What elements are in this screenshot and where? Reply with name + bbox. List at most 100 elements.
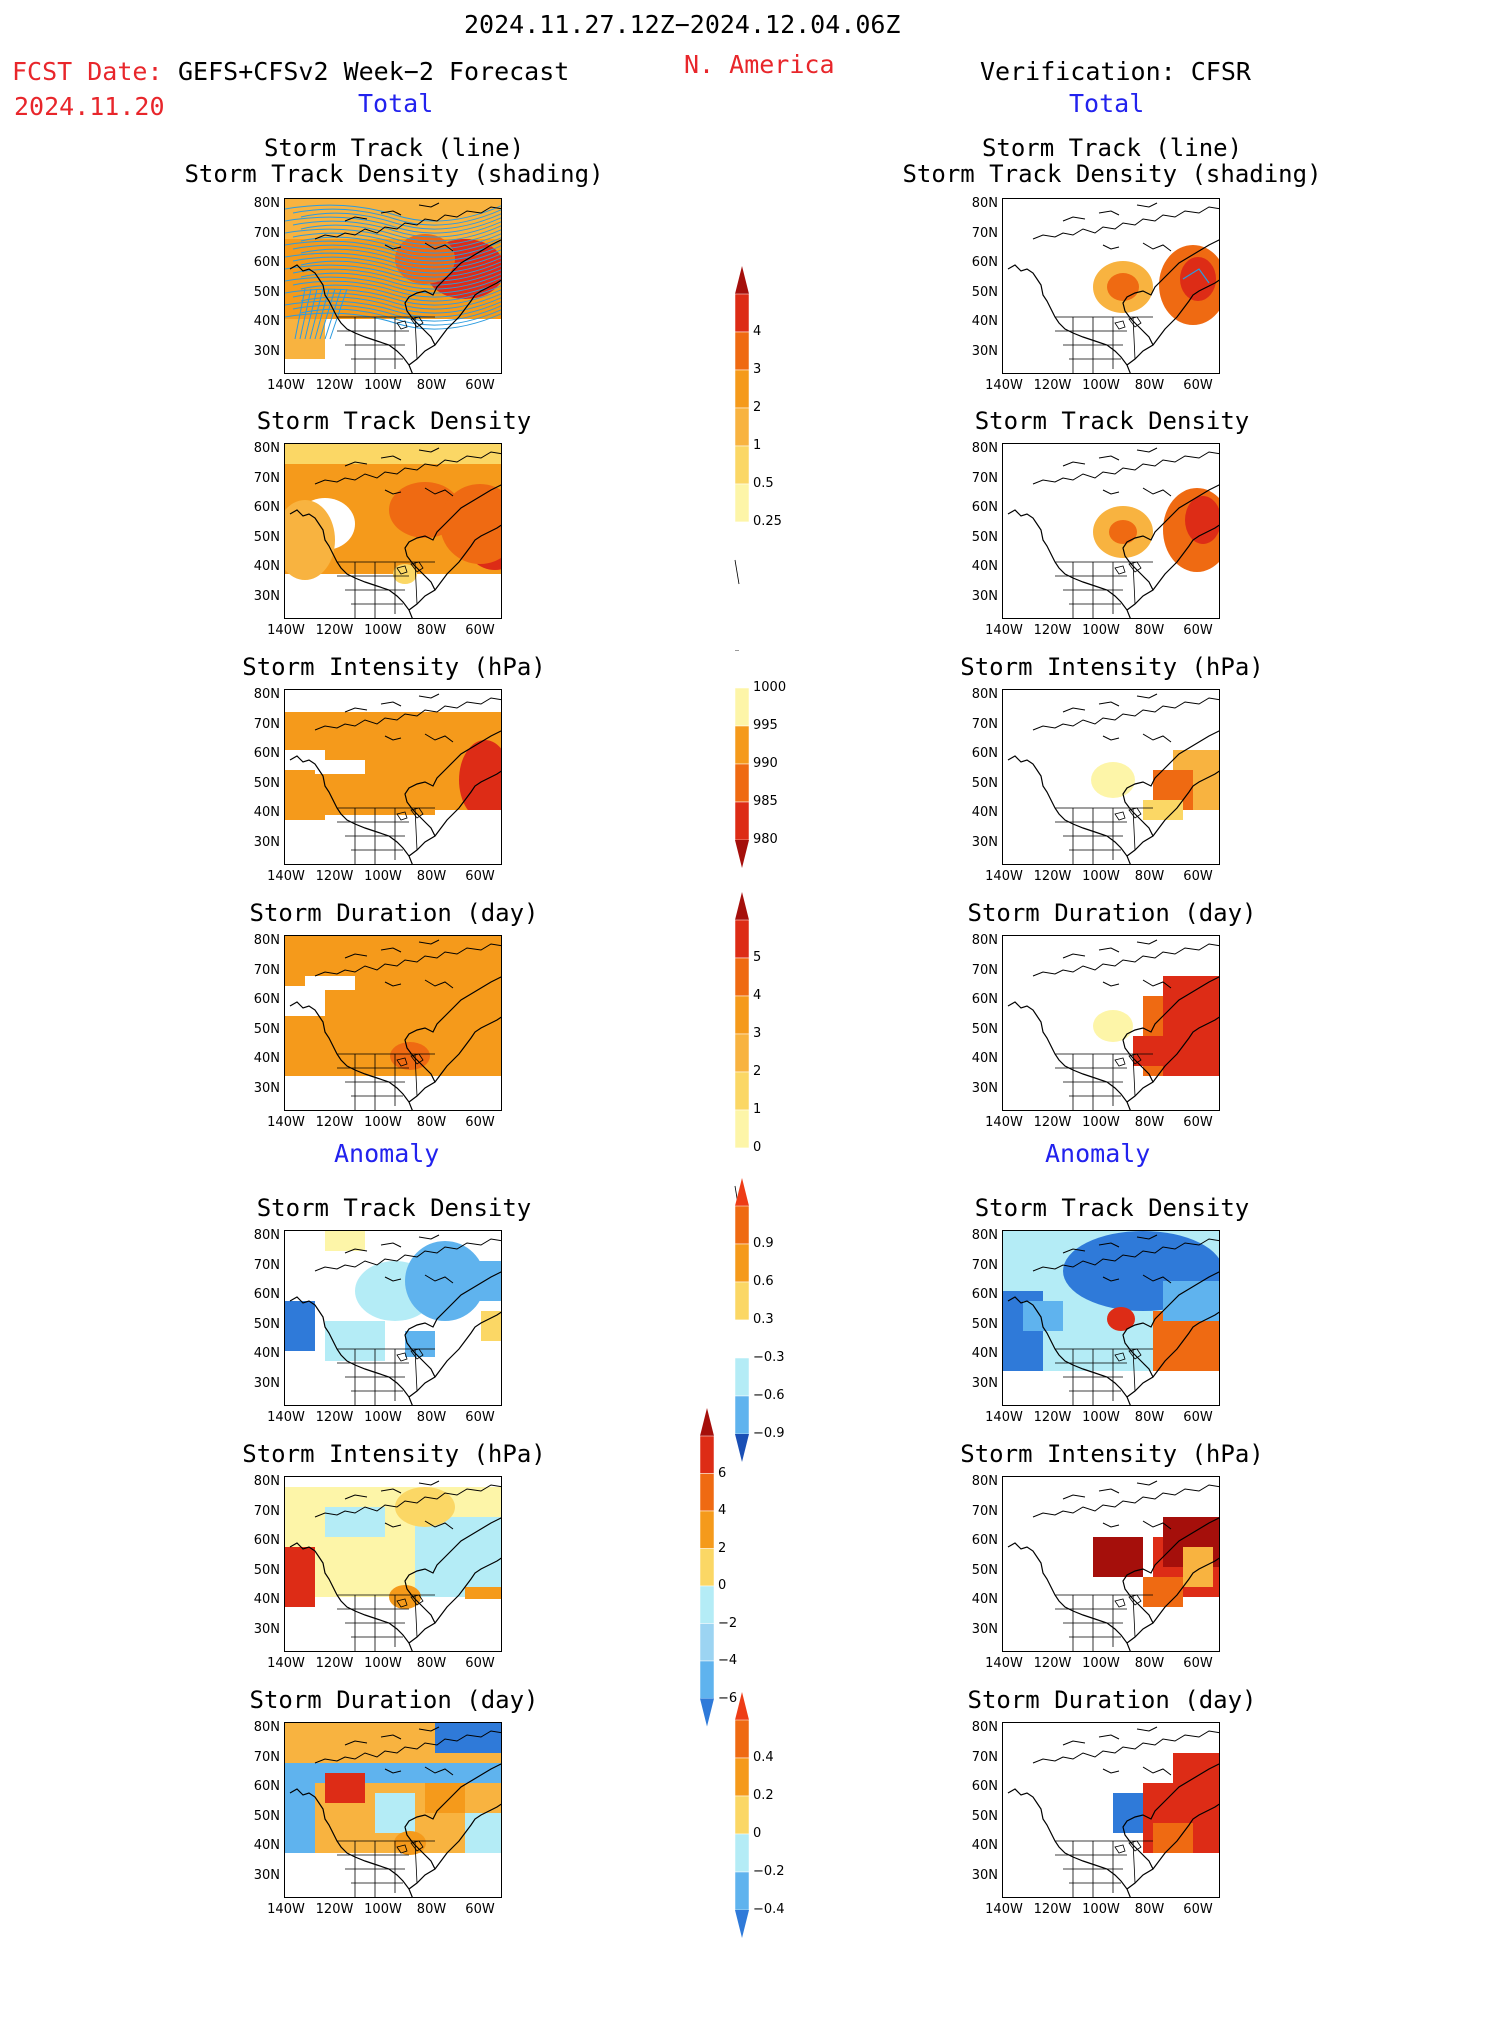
colorbar-label: 2 [753, 400, 762, 415]
verification-map-R_dur-shading [1007, 939, 1219, 1110]
lon-label: 60W [1183, 1656, 1213, 1671]
region-label: N. America [684, 50, 835, 79]
lat-label: 50N [971, 284, 998, 300]
lon-label: 140W [985, 623, 1023, 638]
lat-label: 60N [971, 1779, 998, 1794]
lon-label: 80W [1134, 1115, 1165, 1130]
colorbar-label: 2 [753, 1064, 762, 1079]
lat-label: 70N [253, 716, 280, 732]
panel-title-left: Storm Track Density [256, 1194, 532, 1222]
right-total-label: Total [1069, 89, 1145, 118]
lon-label: 120W [315, 1656, 354, 1671]
lat-label: 50N [253, 284, 280, 300]
lon-label: 60W [1183, 1115, 1213, 1130]
lon-label: 80W [1134, 378, 1165, 393]
lon-label: 100W [364, 1115, 402, 1130]
lon-label: 60W [1183, 623, 1213, 638]
lon-label: 120W [1033, 1115, 1072, 1130]
lon-label: 120W [315, 869, 354, 884]
lon-label: 80W [416, 1115, 447, 1130]
lat-label: 30N [971, 1375, 998, 1391]
lat-label: 80N [971, 441, 998, 456]
lon-label: 80W [1134, 623, 1165, 638]
verification-map-R_track-shading [1007, 202, 1219, 373]
verification-map-R_ianom [1002, 1476, 1220, 1652]
forecast-map-L_ianom-shading [285, 1480, 501, 1651]
lon-label: 100W [1082, 1115, 1120, 1130]
lon-label: 140W [267, 1656, 305, 1671]
colorbar-label: 985 [753, 794, 778, 809]
colorbar-label: 980 [753, 832, 778, 847]
lat-label: 40N [253, 1346, 280, 1361]
lon-label: 140W [985, 869, 1023, 884]
lat-label: 70N [971, 1503, 998, 1519]
left-total-label: Total [358, 89, 434, 118]
lat-label: 50N [971, 775, 998, 791]
panel-title-right: Storm Duration (day) [967, 1686, 1257, 1714]
lat-label: 30N [253, 343, 280, 359]
colorbar-label: 995 [753, 718, 778, 733]
intensity-total-colorbar [734, 650, 750, 868]
lat-label: 50N [971, 1808, 998, 1824]
lon-label: 100W [364, 378, 402, 393]
left-anomaly-label: Anomaly [334, 1139, 440, 1168]
lon-label: 80W [416, 869, 447, 884]
lat-label: 30N [971, 1867, 998, 1883]
lat-label: 80N [253, 196, 280, 211]
right-anomaly-label: Anomaly [1045, 1139, 1151, 1168]
lat-label: 50N [971, 1021, 998, 1037]
lon-label: 120W [1033, 1902, 1072, 1917]
lat-label: 40N [253, 1592, 280, 1607]
forecast-map-L_int-shading [285, 690, 501, 864]
lat-label: 40N [971, 559, 998, 574]
lon-label: 60W [465, 1115, 495, 1130]
verification-map-R_dens-shading [1007, 447, 1219, 618]
lon-label: 120W [1033, 869, 1072, 884]
lat-label: 70N [253, 962, 280, 978]
panel-title-left: Storm Track (line) [263, 134, 525, 162]
lon-label: 120W [1033, 1410, 1072, 1425]
forecast-map-L_dur [284, 935, 502, 1111]
lon-label: 140W [267, 1902, 305, 1917]
lat-label: 40N [971, 1592, 998, 1607]
panel-title-right: Storm Duration (day) [967, 899, 1257, 927]
lat-label: 80N [971, 1720, 998, 1735]
verification-label: Verification: CFSR [980, 57, 1251, 86]
lon-label: 100W [364, 869, 402, 884]
lon-label: 60W [1183, 1902, 1213, 1917]
intensity-anom-colorbar [699, 1408, 715, 1727]
lon-label: 80W [416, 378, 447, 393]
lat-label: 60N [253, 992, 280, 1007]
lon-label: 80W [416, 1656, 447, 1671]
lat-label: 40N [971, 1051, 998, 1066]
forecast-map-L_ianom [284, 1476, 502, 1652]
panel-title-left: Storm Track Density [256, 407, 532, 435]
colorbar-label: 0.6 [753, 1274, 774, 1289]
lon-label: 80W [1134, 1902, 1165, 1917]
lat-label: 60N [971, 992, 998, 1007]
lon-label: 120W [315, 1410, 354, 1425]
colorbar-label: 5 [753, 950, 762, 965]
lat-label: 70N [971, 1257, 998, 1273]
verification-map-R_dens [1002, 443, 1220, 619]
colorbar-label: −6 [718, 1690, 738, 1706]
lat-label: 40N [971, 314, 998, 329]
forecast-map-L_duranom [284, 1722, 502, 1898]
lat-label: 30N [971, 343, 998, 359]
lat-label: 30N [253, 588, 280, 604]
lat-label: 80N [971, 1474, 998, 1489]
lat-label: 30N [971, 834, 998, 850]
lat-label: 80N [253, 933, 280, 948]
lat-label: 40N [253, 805, 280, 820]
lon-label: 100W [1082, 869, 1120, 884]
lat-label: 80N [971, 687, 998, 702]
lat-label: 60N [971, 255, 998, 270]
panel-title-left: Storm Duration (day) [249, 1686, 539, 1714]
colorbar-label: −0.4 [753, 1902, 785, 1917]
lon-label: 120W [1033, 378, 1072, 393]
lon-label: 60W [465, 1902, 495, 1917]
duration-total-colorbar [734, 892, 750, 1211]
lat-label: 30N [971, 1621, 998, 1637]
panel-title-right: Storm Track Density [974, 407, 1250, 435]
colorbar-label: 0 [718, 1578, 727, 1593]
